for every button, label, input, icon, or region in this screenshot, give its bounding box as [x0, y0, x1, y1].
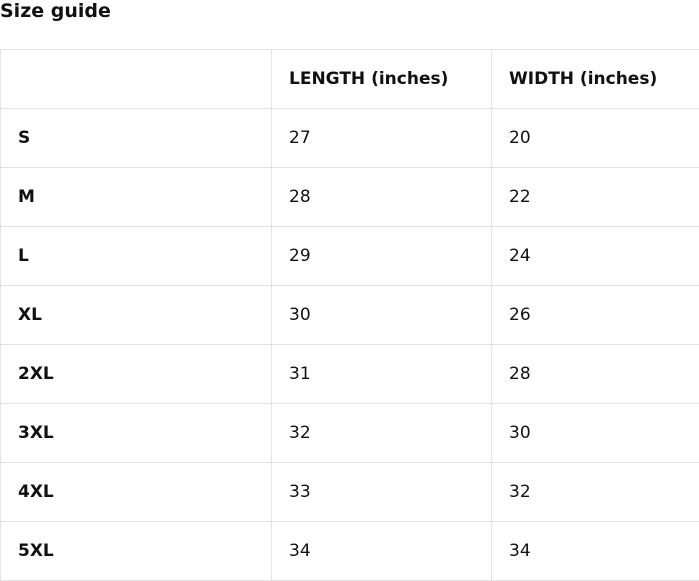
- cell-length: 28: [271, 167, 492, 227]
- table-row: 5XL 34 34: [0, 521, 699, 581]
- size-guide-table: LENGTH (inches) WIDTH (inches) S 27 20 M 28 2…: [0, 49, 699, 581]
- cell-size: M: [0, 167, 272, 227]
- cell-size: S: [0, 108, 272, 168]
- table-row: XL 30 26: [0, 285, 699, 345]
- table-header-row: LENGTH (inches) WIDTH (inches): [0, 49, 699, 109]
- cell-size: 4XL: [0, 462, 272, 522]
- cell-length: 34: [271, 521, 492, 581]
- cell-size: 5XL: [0, 521, 272, 581]
- table-row: L 29 24: [0, 226, 699, 286]
- cell-length: 30: [271, 285, 492, 345]
- cell-width: 20: [491, 108, 699, 168]
- cell-width: 32: [491, 462, 699, 522]
- header-size: [0, 49, 272, 109]
- header-width: WIDTH (inches): [491, 49, 699, 109]
- cell-length: 31: [271, 344, 492, 404]
- header-length: LENGTH (inches): [271, 49, 492, 109]
- cell-width: 26: [491, 285, 699, 345]
- table-row: 4XL 33 32: [0, 462, 699, 522]
- cell-width: 22: [491, 167, 699, 227]
- cell-length: 29: [271, 226, 492, 286]
- table-row: 2XL 31 28: [0, 344, 699, 404]
- cell-size: XL: [0, 285, 272, 345]
- cell-length: 32: [271, 403, 492, 463]
- table-row: S 27 20: [0, 108, 699, 168]
- cell-size: 2XL: [0, 344, 272, 404]
- cell-width: 34: [491, 521, 699, 581]
- cell-width: 28: [491, 344, 699, 404]
- cell-length: 27: [271, 108, 492, 168]
- page-title: Size guide: [0, 0, 111, 22]
- cell-size: L: [0, 226, 272, 286]
- table-row: M 28 22: [0, 167, 699, 227]
- cell-width: 30: [491, 403, 699, 463]
- cell-length: 33: [271, 462, 492, 522]
- table-row: 3XL 32 30: [0, 403, 699, 463]
- cell-width: 24: [491, 226, 699, 286]
- cell-size: 3XL: [0, 403, 272, 463]
